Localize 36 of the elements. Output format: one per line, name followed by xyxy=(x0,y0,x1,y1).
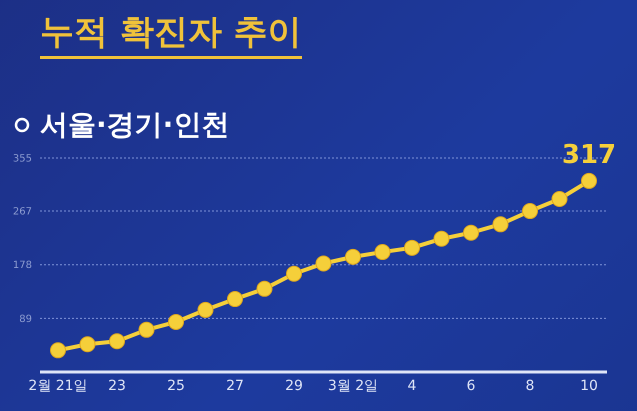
point xyxy=(198,302,214,318)
point xyxy=(80,336,96,352)
x-tick-label: 6 xyxy=(466,378,476,394)
data-label: 317 xyxy=(562,140,616,170)
y-tick-label: 267 xyxy=(12,206,32,218)
x-tick-label: 3월 2일 xyxy=(328,378,378,394)
x-tick-label: 4 xyxy=(408,378,417,394)
x-tick-label: 23 xyxy=(108,378,126,394)
point xyxy=(522,203,538,220)
point xyxy=(552,190,568,207)
point xyxy=(227,291,243,308)
text: 서울·경기·인천 xyxy=(40,107,230,143)
point xyxy=(286,266,302,282)
x-tick-label: 2월 21일 xyxy=(28,378,88,394)
point xyxy=(168,314,184,330)
y-tick-label: 355 xyxy=(12,154,32,165)
point xyxy=(256,280,272,297)
x-tick-label: 25 xyxy=(167,378,185,394)
x-tick-label: 10 xyxy=(580,378,598,394)
point xyxy=(345,248,361,265)
point xyxy=(374,244,390,260)
y-tick-label: 89 xyxy=(19,314,32,325)
x-tick-label: 29 xyxy=(285,378,303,394)
point xyxy=(581,172,597,189)
point xyxy=(463,224,479,241)
point xyxy=(404,240,420,256)
point xyxy=(434,230,450,247)
point xyxy=(316,255,332,272)
point xyxy=(492,216,508,232)
point xyxy=(138,322,154,338)
x-tick-label: 27 xyxy=(226,378,244,394)
chart-title: 누적 확진자 추이 xyxy=(40,10,302,59)
point xyxy=(109,333,125,350)
point xyxy=(50,342,66,358)
y-tick-label: 178 xyxy=(12,260,32,272)
x-tick-label: 8 xyxy=(526,378,534,394)
